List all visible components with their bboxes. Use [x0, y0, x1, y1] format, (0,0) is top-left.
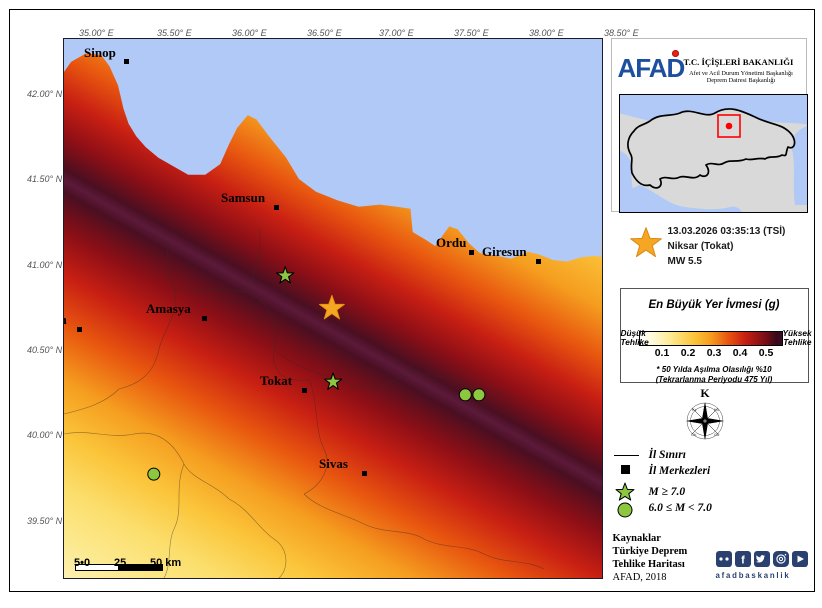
svg-text:Gd: Gd — [714, 432, 719, 437]
svg-text:Gb: Gb — [691, 432, 697, 437]
svg-text:f: f — [741, 554, 745, 566]
svg-text:Kz: Kz — [692, 407, 697, 412]
svg-text:Ku: Ku — [714, 407, 719, 412]
svg-text:K: K — [700, 386, 710, 400]
